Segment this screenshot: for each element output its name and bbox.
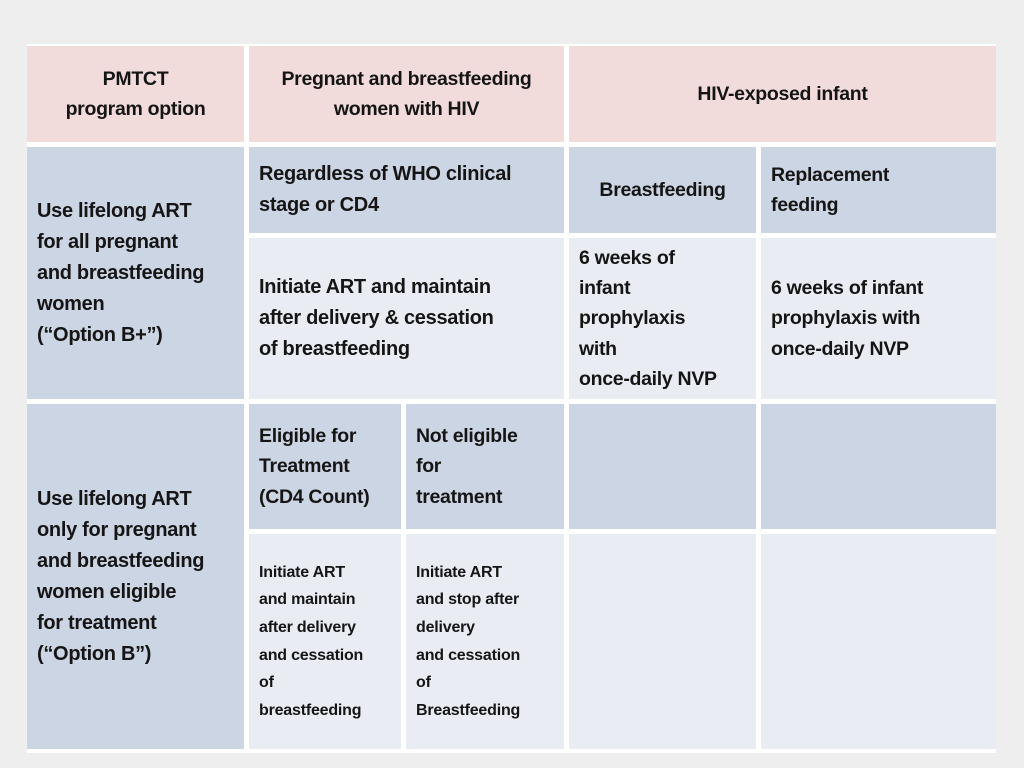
replacement-feeding-column-header-cell: Replacement feeding [761, 147, 996, 233]
option-b-infant-replacement-empty-cell [761, 404, 996, 529]
option-b-not-eligible-header-cell: Not eligible for treatment [406, 404, 564, 529]
header-hiv-exposed-infant: HIV-exposed infant [569, 46, 996, 142]
header-pregnant-breastfeeding-women: Pregnant and breastfeeding women with HI… [249, 46, 564, 142]
option-b-infant-breastfeeding-regimen-empty-cell [569, 534, 756, 749]
pmtct-options-table: PMTCT program option Pregnant and breast… [27, 44, 996, 753]
option-b-eligible-header-cell: Eligible for Treatment (CD4 Count) [249, 404, 401, 529]
option-b-not-eligible-regimen-cell: Initiate ART and stop after delivery and… [406, 534, 564, 749]
option-b-eligible-regimen-cell: Initiate ART and maintain after delivery… [249, 534, 401, 749]
option-b-plus-criteria-cell: Regardless of WHO clinical stage or CD4 [249, 147, 564, 233]
option-b-plus-infant-breastfeeding-cell: 6 weeks of infant prophylaxis with once-… [569, 238, 756, 399]
breastfeeding-column-header-cell: Breastfeeding [569, 147, 756, 233]
option-b-plus-maternal-regimen-cell: Initiate ART and maintain after delivery… [249, 238, 564, 399]
option-b-label-cell: Use lifelong ART only for pregnant and b… [27, 404, 244, 749]
option-b-infant-breastfeeding-empty-cell [569, 404, 756, 529]
option-b-infant-replacement-regimen-empty-cell [761, 534, 996, 749]
option-b-plus-infant-replacement-cell: 6 weeks of infant prophylaxis with once-… [761, 238, 996, 399]
option-b-plus-label-cell: Use lifelong ART for all pregnant and br… [27, 147, 244, 399]
header-pmtct-program-option: PMTCT program option [27, 46, 244, 142]
